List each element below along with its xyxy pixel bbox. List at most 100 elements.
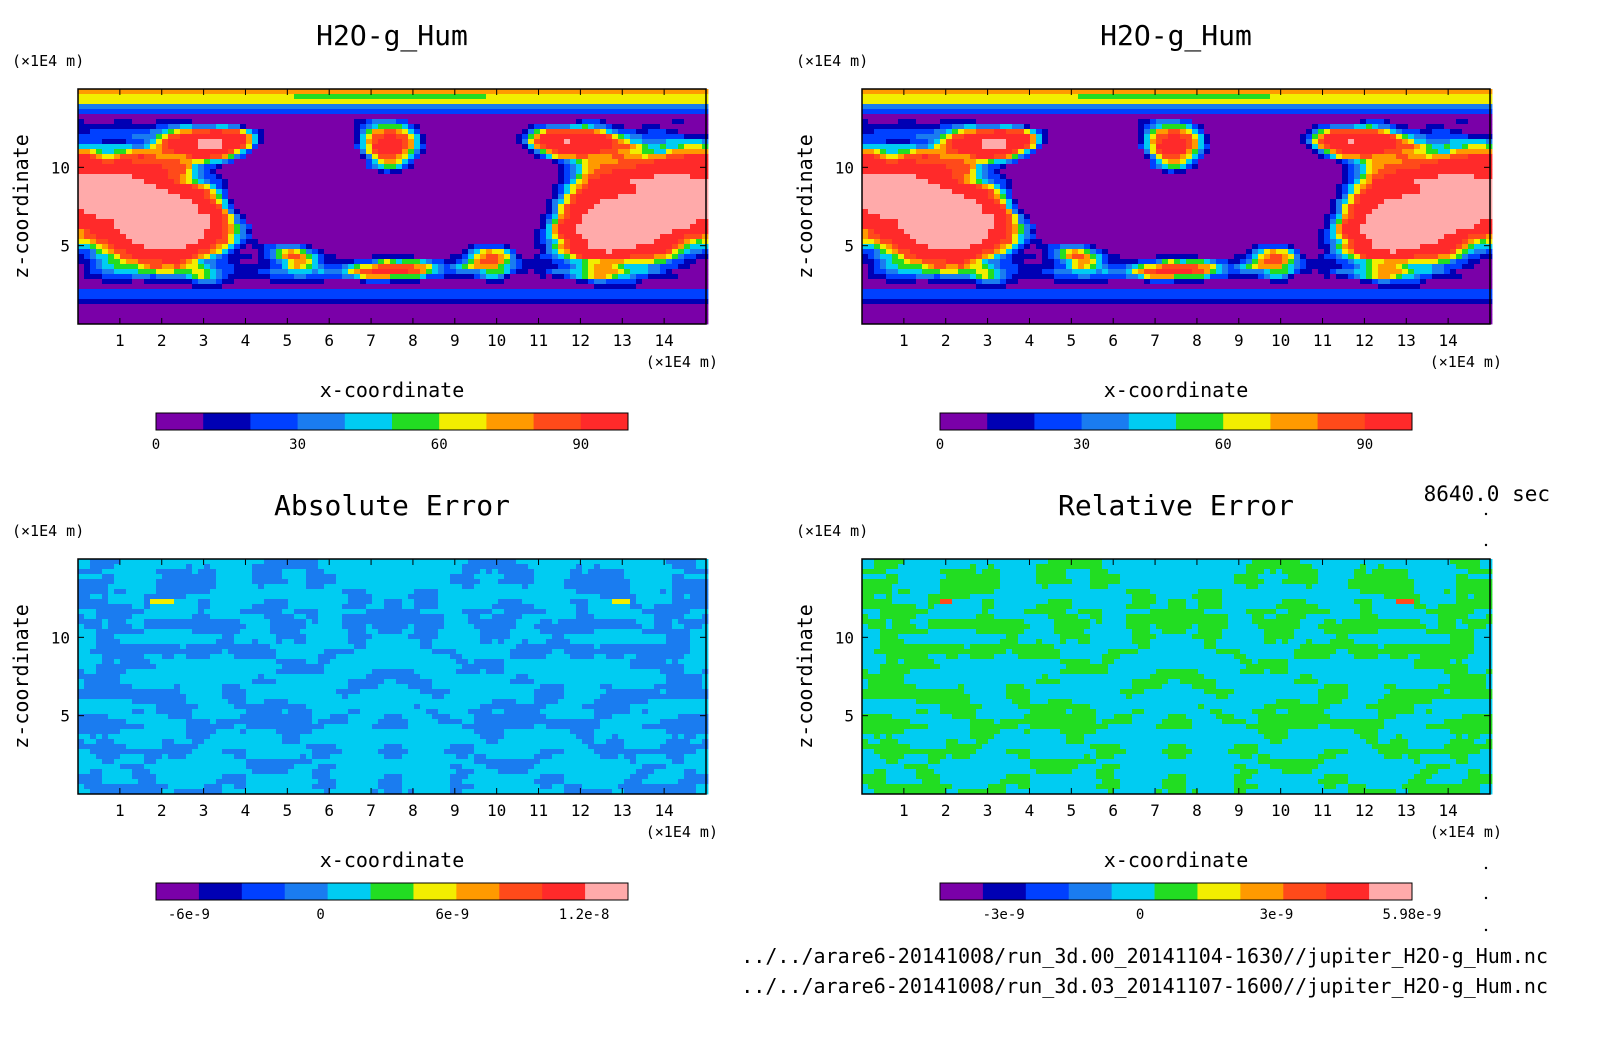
heatmap-cell (354, 144, 360, 149)
heatmap-cell (114, 134, 120, 139)
heatmap-cell (216, 184, 222, 189)
heatmap-cell (84, 264, 90, 269)
heatmap-cell (180, 194, 186, 199)
heatmap-cell (456, 189, 462, 194)
heatmap-cell (522, 104, 528, 109)
heatmap-cell (648, 229, 654, 234)
heatmap-cell (372, 124, 378, 129)
heatmap-cell (384, 94, 390, 99)
heatmap-cell (108, 239, 114, 244)
heatmap-cell (222, 274, 228, 279)
heatmap-cell (576, 134, 582, 139)
heatmap-cell (318, 99, 324, 104)
heatmap-cell (516, 229, 522, 234)
heatmap-cell (426, 104, 432, 109)
heatmap-cell (546, 254, 552, 259)
heatmap-cell (480, 309, 486, 314)
heatmap-cell (672, 194, 678, 199)
heatmap-cell (438, 89, 444, 94)
heatmap-cell (150, 189, 156, 194)
heatmap-cell (504, 104, 510, 109)
heatmap-cell (306, 164, 312, 169)
heatmap-cell (672, 279, 678, 284)
heatmap-cell (138, 299, 144, 304)
heatmap-cell (546, 174, 552, 179)
heatmap-cell (426, 249, 432, 254)
heatmap-cell (684, 149, 690, 154)
heatmap-cell (438, 134, 444, 139)
heatmap-cell (534, 224, 540, 229)
heatmap-cell (306, 224, 312, 229)
heatmap-cell (600, 94, 606, 99)
heatmap-cell (384, 219, 390, 224)
heatmap-cell (474, 179, 480, 184)
heatmap-cell (342, 124, 348, 129)
heatmap-cell (306, 294, 312, 299)
heatmap-cell (144, 309, 150, 314)
heatmap-cell (504, 89, 510, 94)
heatmap-cell (348, 119, 354, 124)
heatmap-cell (174, 89, 180, 94)
heatmap-cell (510, 124, 516, 129)
heatmap-cell (408, 184, 414, 189)
heatmap-cell (456, 169, 462, 174)
heatmap-cell (240, 214, 246, 219)
heatmap-cell (414, 219, 420, 224)
heatmap-cell (96, 244, 102, 249)
heatmap-cell (396, 244, 402, 249)
heatmap-cell (420, 264, 426, 269)
heatmap-cell (342, 209, 348, 214)
heatmap-cell (324, 154, 330, 159)
heatmap-cell (222, 104, 228, 109)
heatmap-cell (576, 124, 582, 129)
heatmap-cell (666, 139, 672, 144)
heatmap-cell (396, 224, 402, 229)
heatmap-cell (324, 274, 330, 279)
heatmap-cell (90, 244, 96, 249)
heatmap-cell (276, 294, 282, 299)
heatmap-cell (342, 169, 348, 174)
heatmap-cell (276, 229, 282, 234)
heatmap-cell (240, 239, 246, 244)
heatmap-cell (606, 289, 612, 294)
heatmap-cell (240, 209, 246, 214)
heatmap-cell (264, 109, 270, 114)
heatmap-cell (366, 124, 372, 129)
heatmap-cell (540, 249, 546, 254)
heatmap-cell (120, 94, 126, 99)
heatmap-cell (594, 264, 600, 269)
heatmap-cell (168, 159, 174, 164)
heatmap-cell (444, 289, 450, 294)
heatmap-cell (330, 149, 336, 154)
heatmap-cell (504, 184, 510, 189)
heatmap-cell (180, 99, 186, 104)
heatmap-cell (246, 134, 252, 139)
heatmap-cell (180, 159, 186, 164)
heatmap-cell (408, 194, 414, 199)
heatmap-cell (642, 134, 648, 139)
heatmap-cell (630, 239, 636, 244)
heatmap-cell (498, 259, 504, 264)
heatmap-cell (516, 264, 522, 269)
heatmap-cell (600, 239, 606, 244)
heatmap-cell (168, 284, 174, 289)
heatmap-cell (306, 214, 312, 219)
heatmap-cell (666, 309, 672, 314)
heatmap-cell (192, 174, 198, 179)
heatmap-cell (540, 114, 546, 119)
heatmap-cell (606, 89, 612, 94)
heatmap-cell (84, 304, 90, 309)
heatmap-cell (528, 299, 534, 304)
heatmap-cell (558, 244, 564, 249)
heatmap-cell (696, 254, 702, 259)
heatmap-cell (630, 124, 636, 129)
heatmap-cell (546, 159, 552, 164)
heatmap-cell (384, 179, 390, 184)
heatmap-cell (576, 174, 582, 179)
heatmap-cell (594, 279, 600, 284)
heatmap-cell (282, 234, 288, 239)
heatmap-cell (330, 294, 336, 299)
heatmap-cell (600, 124, 606, 129)
heatmap-cell (228, 189, 234, 194)
heatmap-cell (330, 164, 336, 169)
